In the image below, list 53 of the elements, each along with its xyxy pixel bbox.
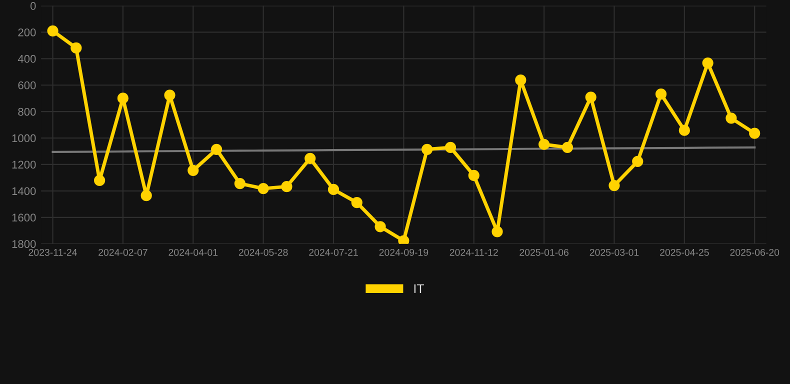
y-tick-label: 0 [30, 2, 36, 10]
y-tick-label: 800 [18, 108, 36, 116]
y-tick-label: 1000 [12, 134, 36, 142]
point [585, 92, 596, 103]
x-tick-label: 2024-09-19 [379, 248, 428, 256]
y-tick-label: 400 [18, 54, 36, 63]
point [702, 57, 714, 69]
point [749, 128, 760, 139]
x-tick-label: 2024-05-28 [238, 248, 288, 256]
x-tick-label: 2025-06-20 [730, 248, 780, 256]
point [562, 142, 574, 153]
point [47, 25, 58, 36]
point [188, 164, 199, 176]
x-tick-label: 2024-11-12 [450, 248, 498, 256]
point [468, 170, 480, 182]
point [351, 197, 362, 208]
point [515, 74, 526, 86]
x-tick-label: 2025-04-25 [660, 248, 709, 256]
point [632, 156, 644, 167]
y-tick-label: 1400 [12, 187, 36, 196]
point [444, 142, 456, 153]
point [726, 112, 737, 124]
point [422, 144, 433, 155]
point [258, 182, 269, 194]
point [281, 181, 292, 192]
point [94, 174, 106, 186]
point [655, 88, 667, 100]
x-tick-label: 2023-11-24 [28, 248, 77, 256]
y-tick-label: 1200 [12, 160, 36, 169]
point [678, 124, 690, 136]
point [234, 178, 246, 190]
legend-label: IT [414, 284, 424, 293]
x-tick-label: 2024-07-21 [309, 248, 358, 256]
y-tick-label: 1800 [12, 240, 36, 248]
point [608, 180, 620, 192]
point [538, 138, 550, 150]
x-tick-label: 2024-04-01 [168, 248, 218, 256]
x-tick-label: 2025-03-01 [590, 248, 639, 256]
point [117, 92, 129, 104]
point [304, 152, 316, 164]
point [328, 184, 340, 196]
point [398, 235, 410, 244]
point [492, 226, 503, 238]
y-tick-label: 1600 [12, 214, 36, 222]
point [374, 221, 386, 232]
point [210, 144, 222, 155]
point [70, 42, 82, 54]
y-tick-label: 600 [18, 81, 36, 90]
x-tick-label: 2024-02-07 [98, 248, 148, 256]
y-tick-label: 200 [18, 28, 36, 36]
point [164, 90, 176, 101]
x-tick-label: 2025-01-06 [520, 248, 568, 256]
point [140, 190, 152, 202]
